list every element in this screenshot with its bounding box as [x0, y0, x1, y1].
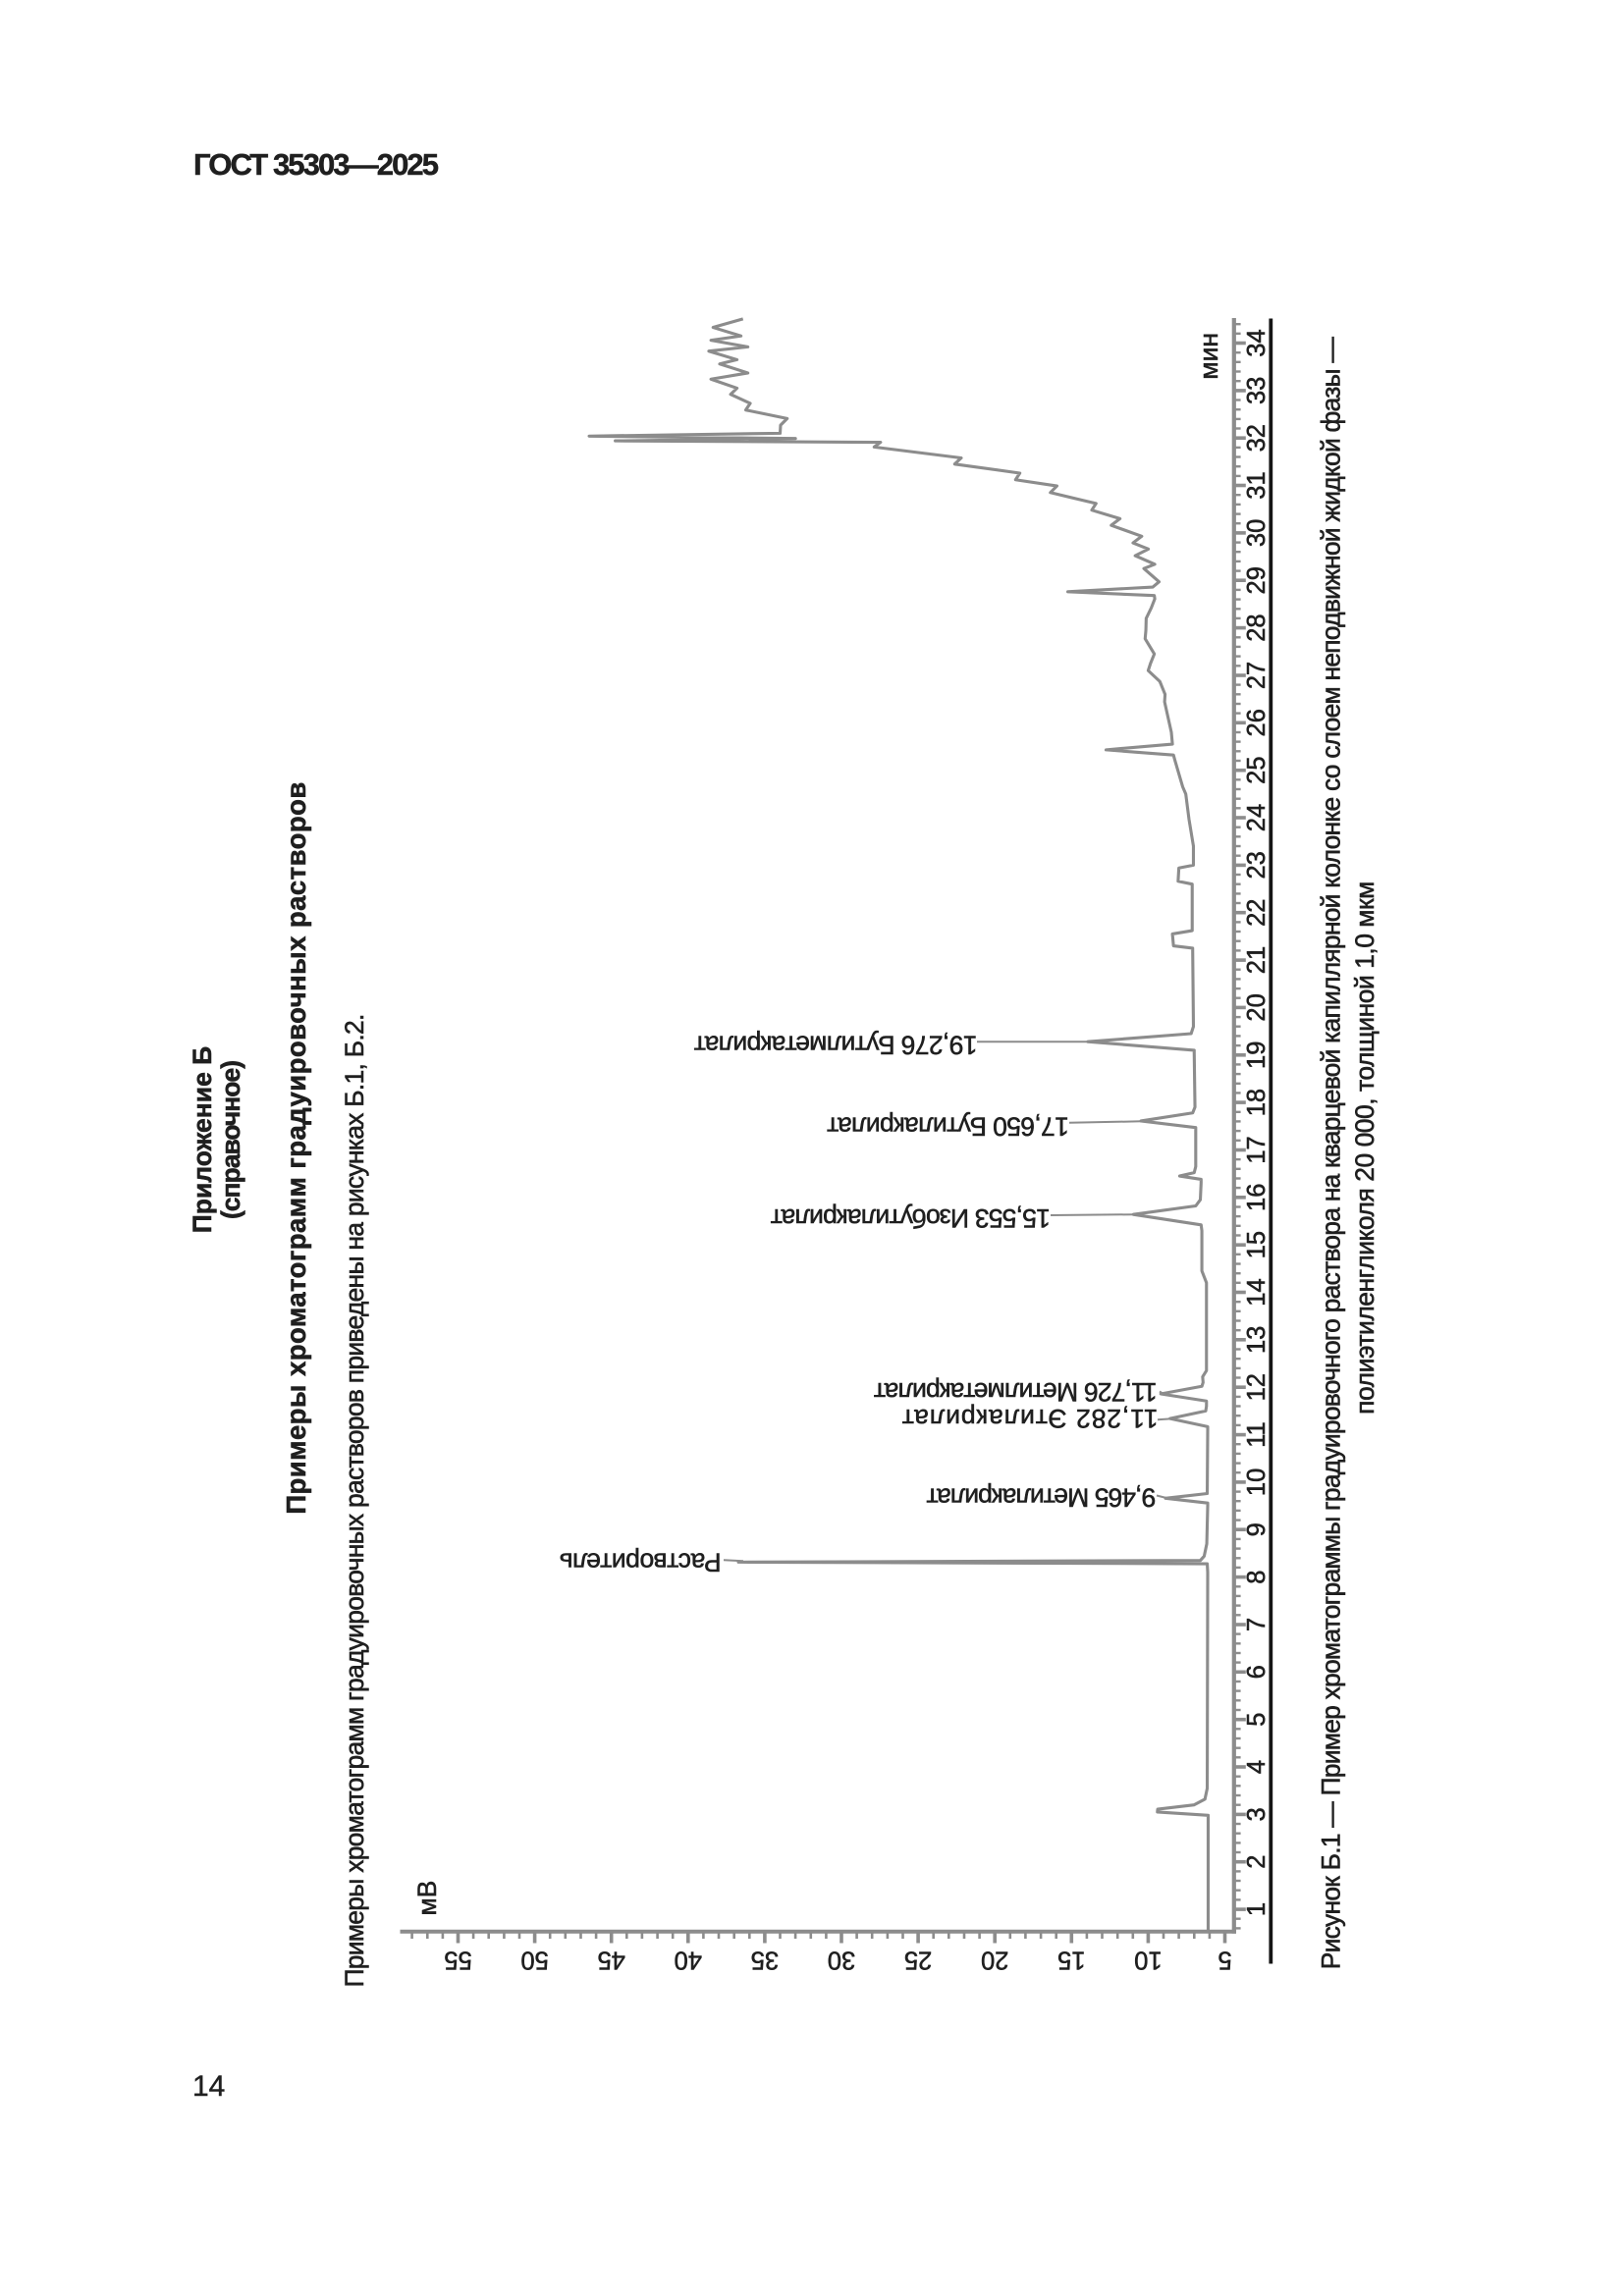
- svg-text:Приложение Б: Приложение Б: [188, 1046, 217, 1233]
- svg-text:мин: мин: [1194, 333, 1223, 380]
- svg-text:мВ: мВ: [412, 1881, 442, 1916]
- svg-text:6: 6: [1243, 1665, 1271, 1679]
- svg-text:25: 25: [904, 1947, 932, 1974]
- svg-text:55: 55: [444, 1947, 471, 1974]
- svg-text:24: 24: [1243, 804, 1271, 831]
- svg-text:Растворитель: Растворитель: [560, 1547, 722, 1576]
- svg-text:15,553 Изобутилакрилат: 15,553 Изобутилакрилат: [771, 1203, 1051, 1233]
- svg-text:(справочное): (справочное): [216, 1061, 245, 1219]
- svg-text:19: 19: [1243, 1041, 1271, 1069]
- svg-text:17: 17: [1243, 1136, 1271, 1163]
- svg-text:30: 30: [828, 1947, 855, 1974]
- svg-text:18: 18: [1243, 1089, 1271, 1116]
- svg-text:30: 30: [1243, 519, 1271, 547]
- svg-text:9,465 Метилакрилат: 9,465 Метилакрилат: [927, 1483, 1157, 1513]
- svg-text:27: 27: [1243, 662, 1271, 689]
- svg-text:10: 10: [1134, 1947, 1162, 1974]
- svg-text:2: 2: [1243, 1855, 1271, 1869]
- svg-text:3: 3: [1243, 1807, 1271, 1821]
- svg-text:9: 9: [1243, 1522, 1271, 1536]
- svg-text:11,726 Метилметакрилат: 11,726 Метилметакрилат: [874, 1377, 1158, 1407]
- svg-text:31: 31: [1243, 471, 1271, 499]
- svg-text:5: 5: [1218, 1947, 1231, 1974]
- svg-text:25: 25: [1243, 756, 1271, 783]
- svg-text:Примеры хроматограмм градуиров: Примеры хроматограмм градуировочных раст…: [281, 781, 311, 1514]
- svg-text:23: 23: [1243, 851, 1271, 879]
- svg-text:17,650 Бутилакрилат: 17,650 Бутилакрилат: [827, 1111, 1069, 1141]
- svg-text:20: 20: [981, 1947, 1008, 1974]
- svg-text:28: 28: [1243, 614, 1271, 641]
- svg-text:12: 12: [1243, 1373, 1271, 1401]
- svg-text:22: 22: [1243, 899, 1271, 927]
- svg-text:16: 16: [1243, 1184, 1271, 1211]
- svg-text:20: 20: [1243, 993, 1271, 1021]
- svg-text:14: 14: [1243, 1278, 1271, 1306]
- svg-text:8: 8: [1243, 1571, 1271, 1584]
- svg-text:15: 15: [1243, 1231, 1271, 1258]
- svg-text:1: 1: [1243, 1902, 1271, 1916]
- svg-text:Примеры хроматограмм градуиров: Примеры хроматограмм градуировочных раст…: [340, 1014, 369, 1987]
- svg-text:полиэтиленгликоля 20 000, толщ: полиэтиленгликоля 20 000, толщиной 1,0 м…: [1350, 881, 1380, 1415]
- svg-text:7: 7: [1243, 1618, 1271, 1631]
- svg-text:40: 40: [675, 1947, 702, 1974]
- svg-text:15: 15: [1057, 1947, 1085, 1974]
- svg-text:26: 26: [1243, 709, 1271, 736]
- svg-text:4: 4: [1243, 1760, 1271, 1774]
- svg-text:21: 21: [1243, 946, 1271, 974]
- svg-text:11,282 Этилакрилат: 11,282 Этилакрилат: [901, 1404, 1159, 1433]
- svg-text:32: 32: [1243, 424, 1271, 452]
- svg-text:Рисунок Б.1 — Пример хроматогр: Рисунок Б.1 — Пример хроматограммы граду…: [1317, 337, 1346, 1970]
- svg-text:13: 13: [1243, 1326, 1271, 1354]
- svg-text:11: 11: [1243, 1421, 1271, 1447]
- svg-text:19,276 Бутилметакрилат: 19,276 Бутилметакрилат: [694, 1030, 978, 1059]
- svg-text:10: 10: [1243, 1468, 1271, 1496]
- svg-text:5: 5: [1243, 1713, 1271, 1727]
- svg-text:34: 34: [1243, 329, 1271, 356]
- svg-text:45: 45: [598, 1947, 625, 1974]
- svg-text:33: 33: [1243, 377, 1271, 404]
- svg-text:35: 35: [751, 1947, 779, 1974]
- svg-text:50: 50: [520, 1947, 548, 1974]
- svg-text:29: 29: [1243, 566, 1271, 594]
